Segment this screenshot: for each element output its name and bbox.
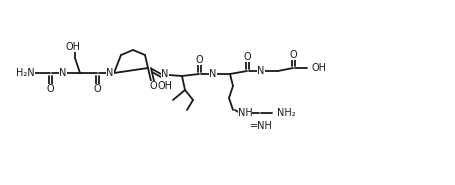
Text: H₂N: H₂N: [16, 68, 35, 78]
Text: O: O: [93, 84, 101, 94]
Text: O: O: [149, 81, 157, 91]
Text: N: N: [209, 69, 216, 79]
Text: NH₂: NH₂: [276, 108, 295, 118]
Text: N: N: [161, 69, 168, 79]
Text: O: O: [46, 84, 54, 94]
Text: OH: OH: [66, 42, 81, 52]
Text: NH: NH: [237, 108, 252, 118]
Text: O: O: [195, 55, 202, 65]
Text: O: O: [288, 50, 296, 60]
Text: OH: OH: [311, 63, 326, 73]
Text: N: N: [106, 68, 113, 78]
Text: N: N: [257, 66, 264, 76]
Text: N: N: [59, 68, 66, 78]
Text: =NH: =NH: [249, 121, 272, 131]
Text: O: O: [243, 52, 250, 62]
Text: OH: OH: [157, 81, 172, 91]
